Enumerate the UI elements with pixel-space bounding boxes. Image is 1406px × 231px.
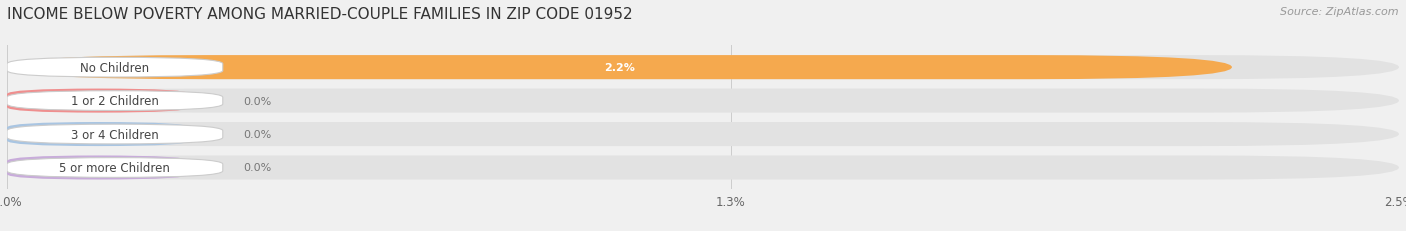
Text: 5 or more Children: 5 or more Children xyxy=(59,161,170,174)
FancyBboxPatch shape xyxy=(7,56,1232,80)
Text: 0.0%: 0.0% xyxy=(243,130,271,140)
Text: 0.0%: 0.0% xyxy=(243,96,271,106)
FancyBboxPatch shape xyxy=(7,156,190,180)
FancyBboxPatch shape xyxy=(7,122,190,146)
Text: 1 or 2 Children: 1 or 2 Children xyxy=(70,95,159,108)
FancyBboxPatch shape xyxy=(7,125,222,144)
Text: INCOME BELOW POVERTY AMONG MARRIED-COUPLE FAMILIES IN ZIP CODE 01952: INCOME BELOW POVERTY AMONG MARRIED-COUPL… xyxy=(7,7,633,22)
Text: No Children: No Children xyxy=(80,61,149,74)
FancyBboxPatch shape xyxy=(7,91,222,111)
FancyBboxPatch shape xyxy=(7,56,1399,80)
Text: 2.2%: 2.2% xyxy=(605,63,636,73)
Text: 0.0%: 0.0% xyxy=(243,163,271,173)
FancyBboxPatch shape xyxy=(7,122,1399,146)
Text: Source: ZipAtlas.com: Source: ZipAtlas.com xyxy=(1281,7,1399,17)
Text: 3 or 4 Children: 3 or 4 Children xyxy=(72,128,159,141)
FancyBboxPatch shape xyxy=(7,158,222,178)
FancyBboxPatch shape xyxy=(7,89,190,113)
FancyBboxPatch shape xyxy=(7,58,222,78)
FancyBboxPatch shape xyxy=(7,89,1399,113)
FancyBboxPatch shape xyxy=(7,156,1399,180)
